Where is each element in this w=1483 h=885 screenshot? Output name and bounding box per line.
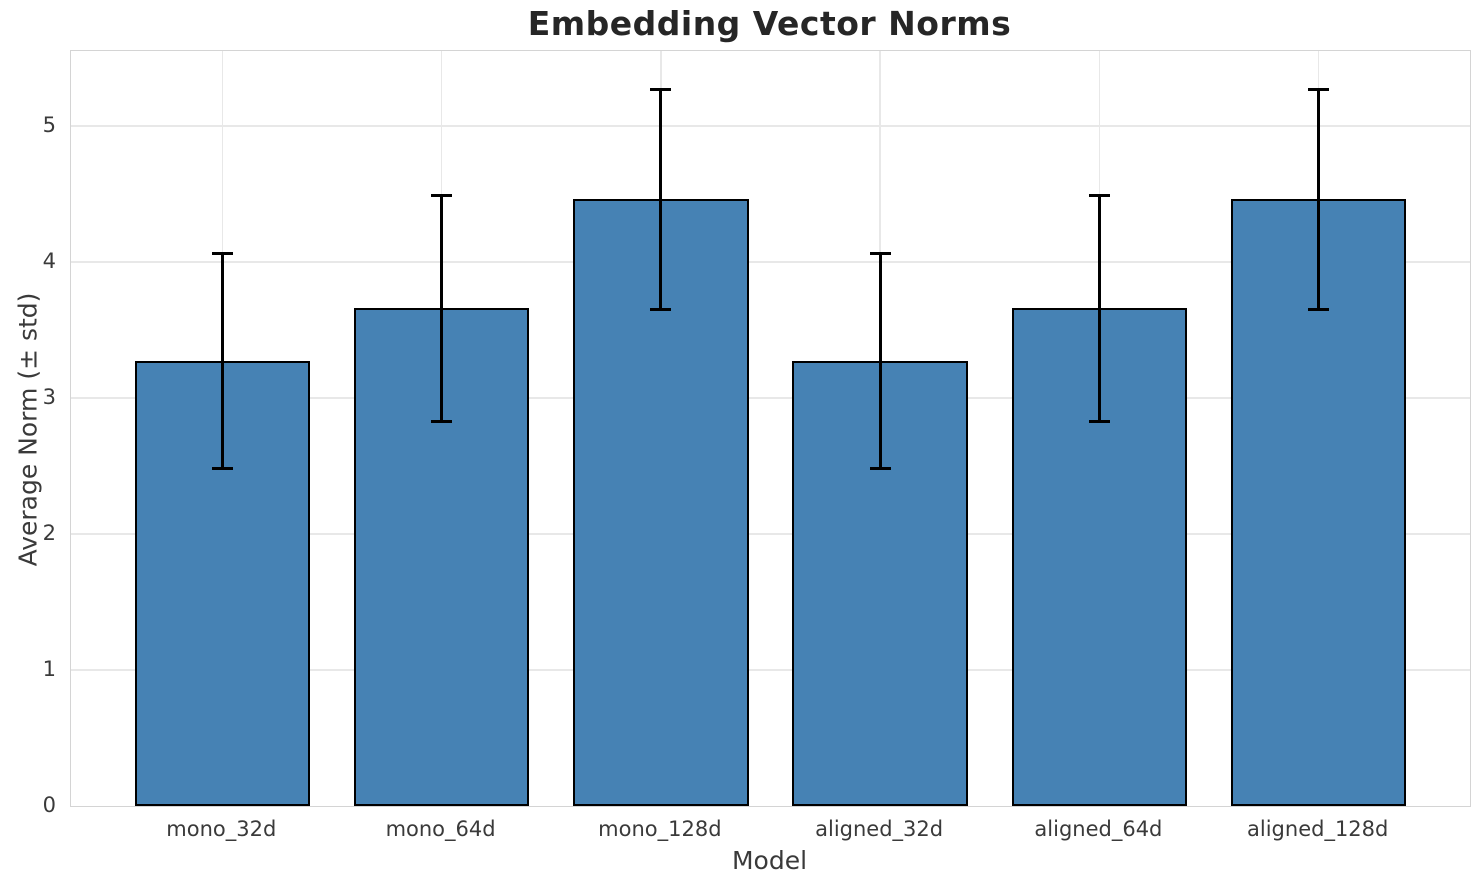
- error-cap-top-mono_64d: [431, 193, 453, 197]
- error-cap-top-aligned_128d: [1308, 87, 1330, 91]
- error-cap-top-mono_32d: [211, 252, 233, 256]
- error-cap-top-mono_128d: [650, 87, 672, 91]
- error-bar-mono_128d: [659, 89, 663, 310]
- x-tick-label-aligned_32d: aligned_32d: [815, 817, 944, 841]
- x-tick-label-aligned_128d: aligned_128d: [1247, 817, 1389, 841]
- y-tick-label: 4: [42, 248, 56, 273]
- y-tick-label: 1: [42, 656, 56, 681]
- h-gridline: [71, 533, 1470, 535]
- y-axis-label: Average Norm (± std): [13, 292, 43, 567]
- y-tick-label: 5: [42, 112, 56, 137]
- error-bar-mono_32d: [220, 253, 224, 469]
- error-bar-mono_64d: [440, 195, 444, 421]
- h-gridline: [71, 261, 1470, 263]
- x-tick-label-mono_128d: mono_128d: [598, 817, 722, 841]
- y-tick-label: 0: [42, 793, 56, 817]
- error-cap-bottom-mono_128d: [650, 307, 672, 311]
- error-cap-top-aligned_64d: [1088, 193, 1110, 197]
- chart-title: Embedding Vector Norms: [527, 4, 1012, 43]
- x-tick-label-mono_32d: mono_32d: [166, 817, 277, 841]
- error-cap-bottom-aligned_32d: [869, 467, 891, 471]
- error-cap-bottom-aligned_64d: [1088, 419, 1110, 423]
- x-tick-label-mono_64d: mono_64d: [385, 817, 496, 841]
- error-cap-top-aligned_32d: [869, 252, 891, 256]
- error-cap-bottom-mono_32d: [211, 467, 233, 471]
- y-tick-label: 3: [42, 384, 56, 409]
- y-tick-label: 2: [42, 520, 56, 545]
- bar-mono_64d: [353, 308, 530, 806]
- h-gridline: [71, 125, 1470, 127]
- error-bar-aligned_128d: [1317, 89, 1321, 310]
- error-bar-aligned_64d: [1097, 195, 1101, 421]
- plot-area: [70, 50, 1471, 807]
- error-cap-bottom-aligned_128d: [1308, 307, 1330, 311]
- error-bar-aligned_32d: [878, 253, 882, 469]
- x-axis-label: Model: [731, 846, 808, 875]
- x-tick-label-aligned_64d: aligned_64d: [1034, 817, 1163, 841]
- bar-mono_32d: [134, 361, 310, 806]
- h-gridline: [71, 397, 1470, 399]
- error-cap-bottom-mono_64d: [431, 419, 453, 423]
- h-gridline: [71, 669, 1470, 671]
